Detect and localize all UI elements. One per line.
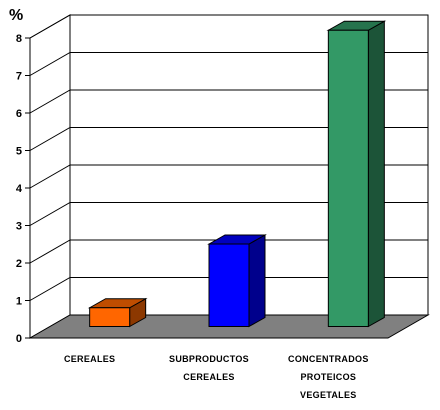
x-category-label: CEREALES (183, 372, 234, 382)
y-tick-label: 1 (16, 296, 22, 308)
bar (326, 20, 387, 328)
gridline (29, 52, 428, 76)
y-axis-unit-label: % (9, 7, 23, 24)
x-category-labels: CEREALES SUBPRODUCTOS CEREALES CONCENTRADOS… (64, 354, 369, 400)
gridline (29, 14, 428, 39)
bar-front (327, 29, 369, 327)
bar (207, 234, 267, 328)
y-tick-labels: 0 1 2 3 4 5 6 7 8 (16, 33, 30, 345)
gridline (29, 127, 428, 151)
x-category-label: CONCENTRADOS (288, 354, 369, 364)
bar (87, 297, 148, 328)
y-tick-label: 5 (16, 146, 22, 158)
y-tick-label: 7 (16, 71, 22, 83)
y-tick-label: 8 (16, 33, 22, 45)
y-tick-label: 0 (16, 333, 22, 345)
bar-side (248, 234, 266, 328)
x-category-label: VEGETALES (300, 390, 357, 400)
x-category-label: PROTEICOS (300, 372, 356, 382)
bar-front (89, 307, 131, 327)
grid-lines (29, 14, 428, 301)
bar-front (208, 243, 250, 327)
gridline (29, 202, 428, 226)
y-tick-label: 3 (16, 221, 22, 233)
gridline (29, 164, 428, 189)
x-category-label: SUBPRODUCTOS (169, 354, 249, 364)
bars (87, 20, 387, 328)
x-category-label: CEREALES (64, 354, 115, 364)
y-tick-label: 2 (16, 258, 22, 270)
gridline (29, 239, 428, 264)
bar-side (367, 20, 385, 328)
gridline (29, 277, 428, 301)
gridline (29, 89, 428, 114)
y-tick-label: 4 (16, 183, 23, 195)
y-tick-label: 6 (16, 108, 22, 120)
